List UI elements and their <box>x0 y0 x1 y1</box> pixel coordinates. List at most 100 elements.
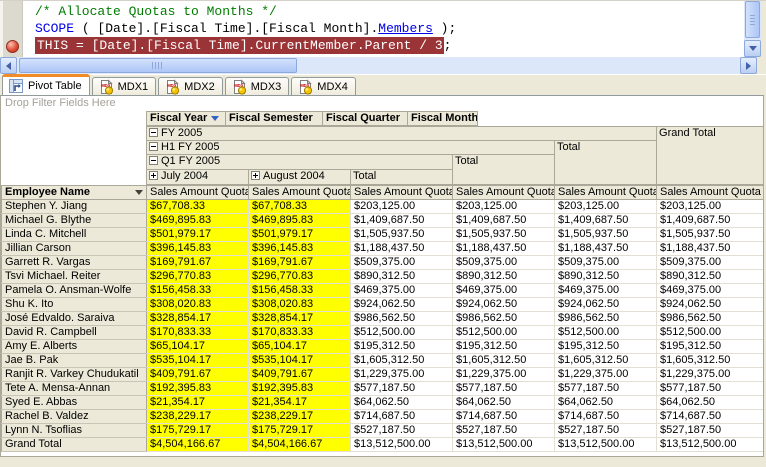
value-cell[interactable]: $203,125.00 <box>656 199 763 214</box>
row-header[interactable]: Tsvi Michael. Reiter <box>1 269 147 284</box>
collapse-icon[interactable] <box>149 156 158 165</box>
value-cell[interactable]: $714,687.50 <box>350 409 453 424</box>
value-cell[interactable]: $195,312.50 <box>554 339 657 354</box>
value-cell[interactable]: $1,229,375.00 <box>656 367 763 382</box>
expand-icon[interactable] <box>149 171 158 180</box>
tab-mdx4[interactable]: MDX MDX4 <box>291 77 356 95</box>
value-cell[interactable]: $577,187.50 <box>350 381 453 396</box>
value-cell[interactable]: $577,187.50 <box>554 381 657 396</box>
value-cell[interactable]: $13,512,500.00 <box>350 437 453 452</box>
value-cell[interactable]: $192,395.83 <box>146 381 249 396</box>
row-header[interactable]: Stephen Y. Jiang <box>1 199 147 214</box>
value-cell[interactable]: $1,188,437.50 <box>656 241 763 256</box>
value-cell[interactable]: $527,187.50 <box>554 423 657 438</box>
measure-header[interactable]: Sales Amount Quota <box>146 185 249 200</box>
value-cell[interactable]: $13,512,500.00 <box>656 437 763 452</box>
value-cell[interactable]: $924,062.50 <box>656 297 763 312</box>
value-cell[interactable]: $203,125.00 <box>554 199 657 214</box>
value-cell[interactable]: $64,062.50 <box>656 395 763 410</box>
breakpoint-margin[interactable] <box>3 1 23 57</box>
field-fiscal-month[interactable]: Fiscal Month <box>408 111 478 126</box>
quarter-total-header[interactable]: Total <box>452 154 555 185</box>
value-cell[interactable]: $1,409,687.50 <box>554 213 657 228</box>
row-header[interactable]: Ranjit R. Varkey Chudukatil <box>1 367 147 382</box>
value-cell[interactable]: $169,791.67 <box>248 255 351 270</box>
value-cell[interactable]: $1,188,437.50 <box>350 241 453 256</box>
tab-mdx3[interactable]: MDX MDX3 <box>224 77 290 95</box>
value-cell[interactable]: $156,458.33 <box>146 283 249 298</box>
value-cell[interactable]: $195,312.50 <box>452 339 555 354</box>
horizontal-scrollbar[interactable] <box>0 57 766 74</box>
value-cell[interactable]: $535,104.17 <box>146 353 249 368</box>
row-header[interactable]: Syed E. Abbas <box>1 395 147 410</box>
value-cell[interactable]: $21,354.17 <box>146 395 249 410</box>
member-fy-2005[interactable]: FY 2005 <box>145 126 658 141</box>
value-cell[interactable]: $4,504,166.67 <box>146 437 249 452</box>
scrollbar-track[interactable] <box>17 57 740 74</box>
value-cell[interactable]: $714,687.50 <box>554 409 657 424</box>
row-header[interactable]: Rachel B. Valdez <box>1 409 147 424</box>
value-cell[interactable]: $924,062.50 <box>350 297 453 312</box>
member-july-2004[interactable]: July 2004 <box>146 169 249 185</box>
value-cell[interactable]: $1,229,375.00 <box>554 367 657 382</box>
value-cell[interactable]: $409,791.67 <box>248 367 351 382</box>
vertical-scrollbar[interactable] <box>744 1 761 57</box>
value-cell[interactable]: $986,562.50 <box>656 311 763 326</box>
value-cell[interactable]: $986,562.50 <box>350 311 453 326</box>
value-cell[interactable]: $175,729.17 <box>146 423 249 438</box>
row-header[interactable]: Grand Total <box>1 437 147 452</box>
row-header[interactable]: David R. Campbell <box>1 325 147 340</box>
value-cell[interactable]: $527,187.50 <box>452 423 555 438</box>
field-fiscal-semester[interactable]: Fiscal Semester <box>226 111 323 126</box>
value-cell[interactable]: $924,062.50 <box>554 297 657 312</box>
value-cell[interactable]: $296,770.83 <box>146 269 249 284</box>
value-cell[interactable]: $64,062.50 <box>554 395 657 410</box>
member-h1-fy-2005[interactable]: H1 FY 2005 <box>146 140 555 155</box>
dropdown-arrow-icon[interactable] <box>211 116 220 121</box>
value-cell[interactable]: $396,145.83 <box>248 241 351 256</box>
value-cell[interactable]: $509,375.00 <box>350 255 453 270</box>
dropdown-arrow-icon[interactable] <box>135 190 143 195</box>
scrollbar-thumb[interactable] <box>745 1 760 38</box>
row-header[interactable]: Amy E. Alberts <box>1 339 147 354</box>
scrollbar-thumb[interactable] <box>19 58 297 73</box>
code-line-breakpoint[interactable]: THIS = [Date].[Fiscal Time].CurrentMembe… <box>35 37 744 54</box>
value-cell[interactable]: $64,062.50 <box>350 395 453 410</box>
row-header[interactable]: Lynn N. Tsoflias <box>1 423 147 438</box>
scroll-right-button[interactable] <box>740 57 757 74</box>
tab-mdx1[interactable]: MDX MDX1 <box>91 77 157 95</box>
value-cell[interactable]: $4,504,166.67 <box>248 437 351 452</box>
value-cell[interactable]: $308,020.83 <box>146 297 249 312</box>
code-area[interactable]: /* Allocate Quotas to Months */SCOPE ( [… <box>23 1 744 57</box>
value-cell[interactable]: $192,395.83 <box>248 381 351 396</box>
value-cell[interactable]: $195,312.50 <box>350 339 453 354</box>
value-cell[interactable]: $469,895.83 <box>248 213 351 228</box>
value-cell[interactable]: $577,187.50 <box>452 381 555 396</box>
measure-header[interactable]: Sales Amount Quota <box>452 185 555 200</box>
field-fiscal-quarter[interactable]: Fiscal Quarter <box>323 111 408 126</box>
value-cell[interactable]: $1,505,937.50 <box>452 227 555 242</box>
value-cell[interactable]: $409,791.67 <box>146 367 249 382</box>
value-cell[interactable]: $469,375.00 <box>656 283 763 298</box>
value-cell[interactable]: $21,354.17 <box>248 395 351 410</box>
value-cell[interactable]: $1,409,687.50 <box>452 213 555 228</box>
value-cell[interactable]: $469,895.83 <box>146 213 249 228</box>
value-cell[interactable]: $65,104.17 <box>248 339 351 354</box>
row-header[interactable]: Jillian Carson <box>1 241 147 256</box>
value-cell[interactable]: $175,729.17 <box>248 423 351 438</box>
row-field-header[interactable]: Employee Name <box>1 185 147 200</box>
semester-total-header[interactable]: Total <box>553 140 658 185</box>
value-cell[interactable]: $1,409,687.50 <box>656 213 763 228</box>
value-cell[interactable]: $469,375.00 <box>452 283 555 298</box>
filter-drop-zone[interactable]: Drop Filter Fields Here <box>5 97 116 109</box>
value-cell[interactable]: $328,854.17 <box>146 311 249 326</box>
value-cell[interactable]: $501,979.17 <box>146 227 249 242</box>
value-cell[interactable]: $195,312.50 <box>656 339 763 354</box>
collapse-icon[interactable] <box>149 142 158 151</box>
value-cell[interactable]: $469,375.00 <box>350 283 453 298</box>
value-cell[interactable]: $1,505,937.50 <box>656 227 763 242</box>
value-cell[interactable]: $203,125.00 <box>350 199 453 214</box>
row-header[interactable]: Shu K. Ito <box>1 297 147 312</box>
value-cell[interactable]: $203,125.00 <box>452 199 555 214</box>
value-cell[interactable]: $924,062.50 <box>452 297 555 312</box>
